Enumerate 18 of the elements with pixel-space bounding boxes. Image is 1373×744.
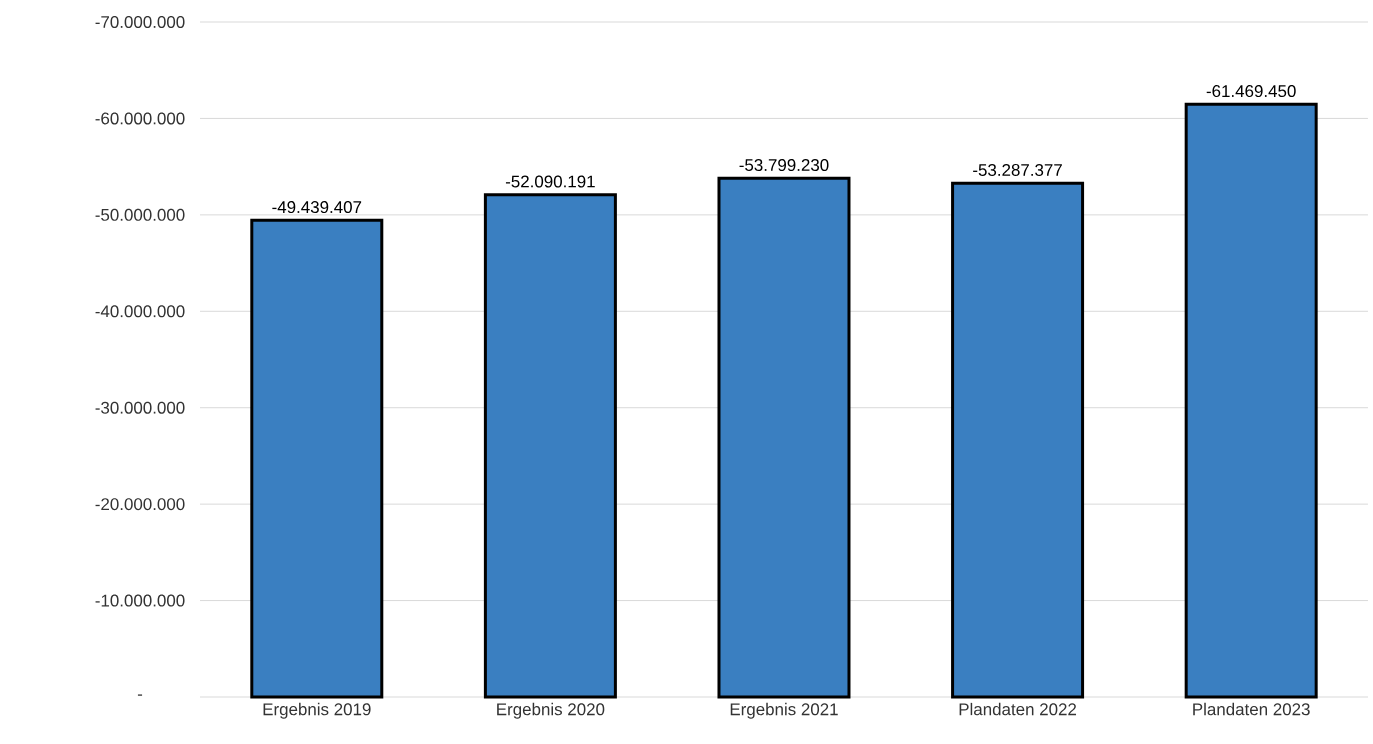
y-tick-label: -70.000.000	[95, 16, 185, 29]
data-label: -49.439.407	[272, 201, 362, 214]
data-label: -52.090.191	[505, 175, 595, 188]
y-tick-label: -	[137, 694, 143, 696]
x-tick-label: Ergebnis 2020	[497, 702, 605, 719]
y-tick-label: -60.000.000	[95, 112, 185, 125]
x-tick-label: Plandaten 2022	[959, 702, 1077, 716]
data-label: -61.469.450	[1206, 85, 1296, 98]
y-tick-label: -10.000.000	[95, 594, 185, 607]
x-tick-label: Ergebnis 2021	[730, 702, 838, 719]
x-tick-label: Plandaten 2023	[1193, 702, 1310, 716]
data-label: -53.287.377	[973, 163, 1062, 176]
y-tick-label: -30.000.000	[95, 401, 185, 414]
y-tick-label: -20.000.000	[95, 498, 185, 511]
x-tick-label: Ergebnis 2019	[263, 702, 371, 719]
y-tick-label: -40.000.000	[95, 305, 185, 318]
data-label: -53.799.230	[739, 159, 829, 172]
y-tick-label: -50.000.000	[95, 208, 185, 221]
